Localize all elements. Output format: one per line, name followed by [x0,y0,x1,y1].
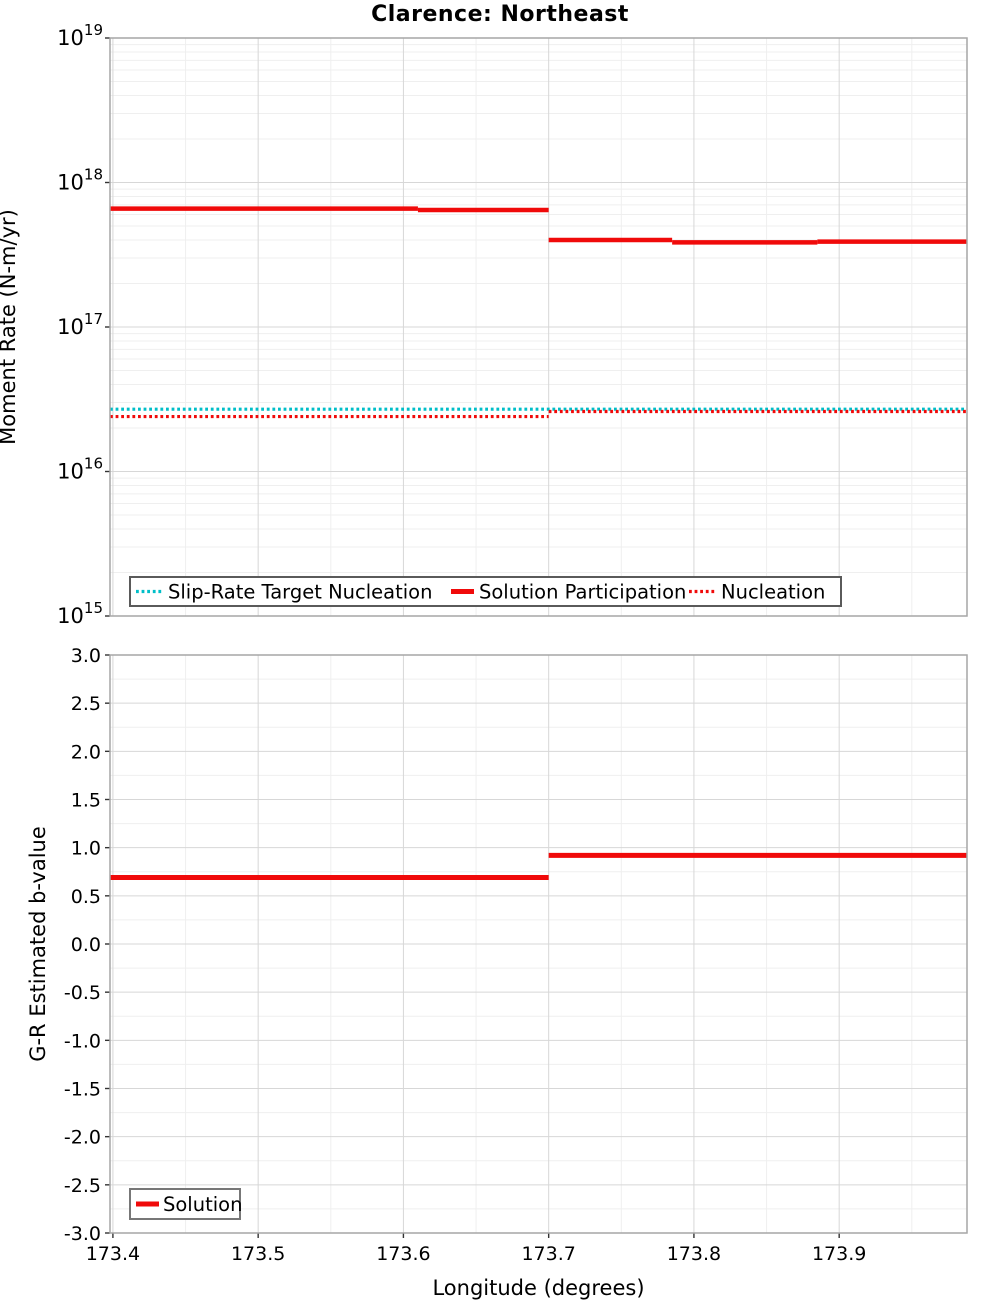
chart-title: Clarence: Northeast [371,2,629,27]
legend-label: Solution [163,1193,242,1216]
legend-label: Solution Participation [479,581,686,604]
y-tick-label: 2.0 [71,741,101,763]
legend-label: Nucleation [721,581,825,604]
y-tick-label: 1017 [57,310,103,339]
y-tick-label: 0.5 [71,886,101,908]
y-tick-label: 2.5 [71,693,101,715]
x-tick-label: 173.4 [86,1243,140,1265]
x-tick-label: 173.6 [376,1243,430,1265]
y-tick-label: 0.0 [71,934,101,956]
x-tick-label: 173.8 [667,1243,721,1265]
y-tick-label: -2.0 [64,1127,101,1149]
y-axis-label: G-R Estimated b-value [26,826,50,1062]
y-tick-label: -1.0 [64,1030,101,1052]
moment-rate-panel: 1019 1018 1017 1016 1015 Moment Rate (N-m/yr)… [0,21,968,628]
y-axis-label: Moment Rate (N-m/yr) [0,209,20,445]
y-tick-label: -0.5 [64,982,101,1004]
x-tick-label: 173.7 [521,1243,575,1265]
y-tick-label: 1.5 [71,790,101,812]
plot-frame [109,37,968,617]
y-tick-label: -1.5 [64,1079,101,1101]
b-value-panel: 3.0 2.5 2.0 1.5 1.0 0.5 0.0 -0.5 -1.0 -1.5 -2.0 -2.… [26,645,968,1300]
legend-box [129,576,842,607]
y-tick-label: -3.0 [64,1223,101,1245]
y-tick-label: 1018 [57,166,103,195]
legend-label: Slip-Rate Target Nucleation [168,581,432,604]
y-tick-label: 1.0 [71,838,101,860]
plot-frame [109,654,968,1234]
x-tick-label: 173.9 [812,1243,866,1265]
y-tick-label: 1015 [57,599,103,628]
y-tick-label: 3.0 [71,645,101,667]
y-tick-label: -2.5 [64,1175,101,1197]
x-tick-label: 173.5 [231,1243,285,1265]
y-tick-label: 1019 [57,21,103,50]
x-axis-label: Longitude (degrees) [432,1276,644,1300]
y-tick-label: 1016 [57,455,103,484]
